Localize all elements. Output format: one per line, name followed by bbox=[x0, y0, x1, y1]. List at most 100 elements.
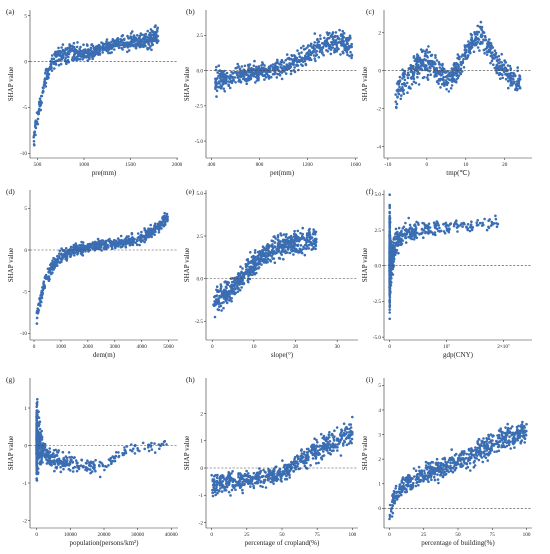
x-tick-label: 0 bbox=[426, 162, 429, 168]
data-point bbox=[223, 288, 226, 292]
data-point bbox=[442, 83, 446, 87]
data-point bbox=[240, 270, 243, 274]
x-tick-label: 30000 bbox=[131, 532, 144, 538]
data-point bbox=[342, 422, 346, 426]
data-point bbox=[312, 49, 315, 53]
data-point bbox=[494, 217, 498, 221]
data-point bbox=[35, 322, 39, 325]
data-point bbox=[470, 220, 473, 223]
x-tick-label: 400 bbox=[208, 162, 216, 168]
data-point bbox=[45, 462, 49, 465]
data-point bbox=[304, 62, 308, 66]
data-point bbox=[153, 31, 157, 35]
data-point bbox=[43, 454, 47, 458]
data-point bbox=[309, 236, 313, 239]
data-point bbox=[33, 130, 37, 134]
data-point bbox=[273, 72, 276, 76]
data-point bbox=[456, 230, 459, 233]
data-point bbox=[448, 78, 451, 81]
data-point bbox=[139, 237, 143, 241]
data-point bbox=[234, 282, 238, 285]
data-point bbox=[140, 233, 143, 237]
data-point bbox=[119, 38, 122, 41]
data-point bbox=[390, 266, 394, 269]
data-point bbox=[435, 69, 439, 72]
data-point bbox=[418, 56, 422, 60]
data-point bbox=[406, 71, 410, 75]
data-point bbox=[220, 285, 223, 288]
data-point bbox=[263, 67, 267, 70]
data-point bbox=[311, 45, 314, 49]
data-point bbox=[465, 57, 469, 60]
data-point bbox=[341, 37, 344, 40]
data-point bbox=[96, 237, 100, 241]
data-point bbox=[285, 53, 289, 56]
data-point bbox=[340, 428, 343, 432]
data-point bbox=[91, 50, 94, 53]
data-point bbox=[488, 218, 492, 221]
data-point bbox=[388, 303, 392, 307]
data-point bbox=[146, 233, 149, 237]
data-point bbox=[152, 227, 156, 230]
data-point bbox=[220, 85, 223, 88]
data-point bbox=[42, 282, 45, 285]
data-point bbox=[129, 448, 132, 452]
data-point bbox=[235, 73, 239, 76]
data-point bbox=[124, 242, 127, 246]
data-point bbox=[40, 429, 43, 433]
data-point bbox=[300, 51, 303, 54]
data-point bbox=[463, 51, 467, 55]
data-point bbox=[509, 84, 512, 87]
data-point bbox=[273, 241, 277, 244]
data-point bbox=[317, 56, 321, 59]
data-point bbox=[468, 47, 472, 51]
data-point bbox=[504, 77, 508, 81]
data-point bbox=[67, 462, 70, 466]
data-point bbox=[44, 77, 48, 80]
data-point bbox=[84, 54, 87, 58]
data-point bbox=[323, 39, 327, 43]
data-point bbox=[304, 242, 308, 246]
data-point bbox=[333, 429, 336, 433]
data-point bbox=[34, 126, 38, 130]
data-point bbox=[281, 248, 284, 252]
data-point bbox=[265, 72, 269, 76]
data-point bbox=[495, 71, 499, 75]
data-point bbox=[437, 61, 441, 64]
data-point bbox=[69, 458, 73, 461]
data-point bbox=[35, 462, 38, 465]
data-point bbox=[93, 49, 97, 53]
data-point bbox=[42, 286, 45, 289]
data-point bbox=[64, 455, 68, 458]
data-point bbox=[278, 73, 282, 77]
data-point bbox=[257, 266, 261, 269]
data-point bbox=[257, 65, 261, 68]
data-point bbox=[497, 54, 501, 58]
data-point bbox=[62, 456, 66, 460]
data-point bbox=[239, 80, 243, 84]
data-point bbox=[423, 226, 427, 230]
data-point bbox=[309, 42, 313, 46]
data-point bbox=[151, 38, 155, 41]
data-point bbox=[284, 235, 288, 238]
data-point bbox=[58, 252, 61, 255]
data-point bbox=[404, 241, 408, 244]
data-point bbox=[234, 81, 237, 84]
data-point bbox=[44, 277, 48, 280]
data-point bbox=[32, 135, 35, 139]
data-point bbox=[78, 244, 81, 247]
data-point bbox=[280, 63, 283, 66]
data-point bbox=[423, 68, 427, 71]
data-point bbox=[348, 35, 352, 39]
x-tick-label: 0 bbox=[210, 532, 213, 538]
data-point bbox=[123, 238, 127, 242]
data-point bbox=[106, 45, 110, 48]
data-point bbox=[135, 43, 138, 46]
data-point bbox=[146, 29, 149, 33]
data-point bbox=[415, 236, 419, 239]
data-point bbox=[87, 48, 90, 51]
data-point bbox=[153, 25, 157, 29]
data-point bbox=[454, 66, 457, 69]
data-point bbox=[70, 455, 73, 459]
data-point bbox=[294, 248, 297, 251]
